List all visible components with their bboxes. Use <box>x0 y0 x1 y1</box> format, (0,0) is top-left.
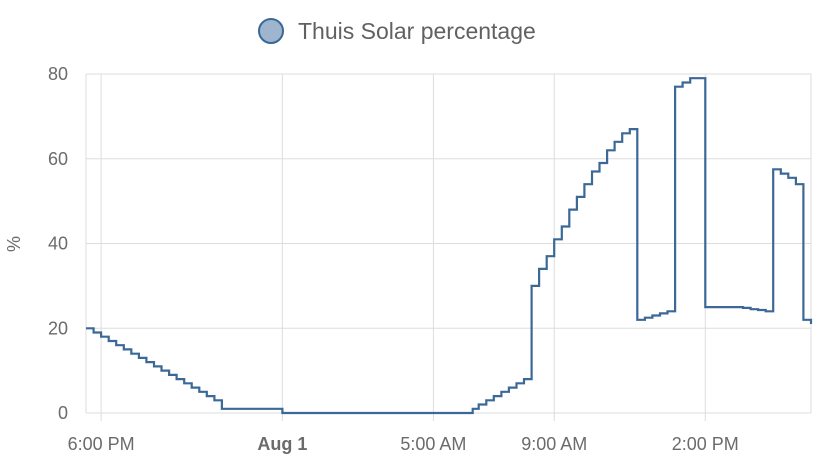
series-line-0 <box>86 77 813 415</box>
legend-label: Thuis Solar percentage <box>298 18 536 44</box>
grid <box>85 73 812 421</box>
x-tick-label: 9:00 AM <box>521 434 587 454</box>
x-tick-label: 2:00 PM <box>672 434 739 454</box>
y-tick-label: 80 <box>48 64 68 84</box>
y-tick-label: 0 <box>58 403 68 423</box>
y-axis-label: % <box>4 236 24 252</box>
x-axis: 6:00 PM Aug 1 5:00 AM 9:00 AM 2:00 PM <box>68 434 739 454</box>
y-axis: 0 20 40 60 80 <box>48 64 68 423</box>
x-tick-label: 6:00 PM <box>68 434 135 454</box>
y-tick-label: 40 <box>48 234 68 254</box>
y-tick-label: 20 <box>48 318 68 338</box>
legend[interactable]: Thuis Solar percentage <box>258 18 536 44</box>
x-tick-label: 5:00 AM <box>400 434 466 454</box>
y-tick-label: 60 <box>48 149 68 169</box>
series-layer <box>86 77 813 415</box>
legend-marker <box>258 18 284 44</box>
x-tick-label: Aug 1 <box>257 434 307 454</box>
